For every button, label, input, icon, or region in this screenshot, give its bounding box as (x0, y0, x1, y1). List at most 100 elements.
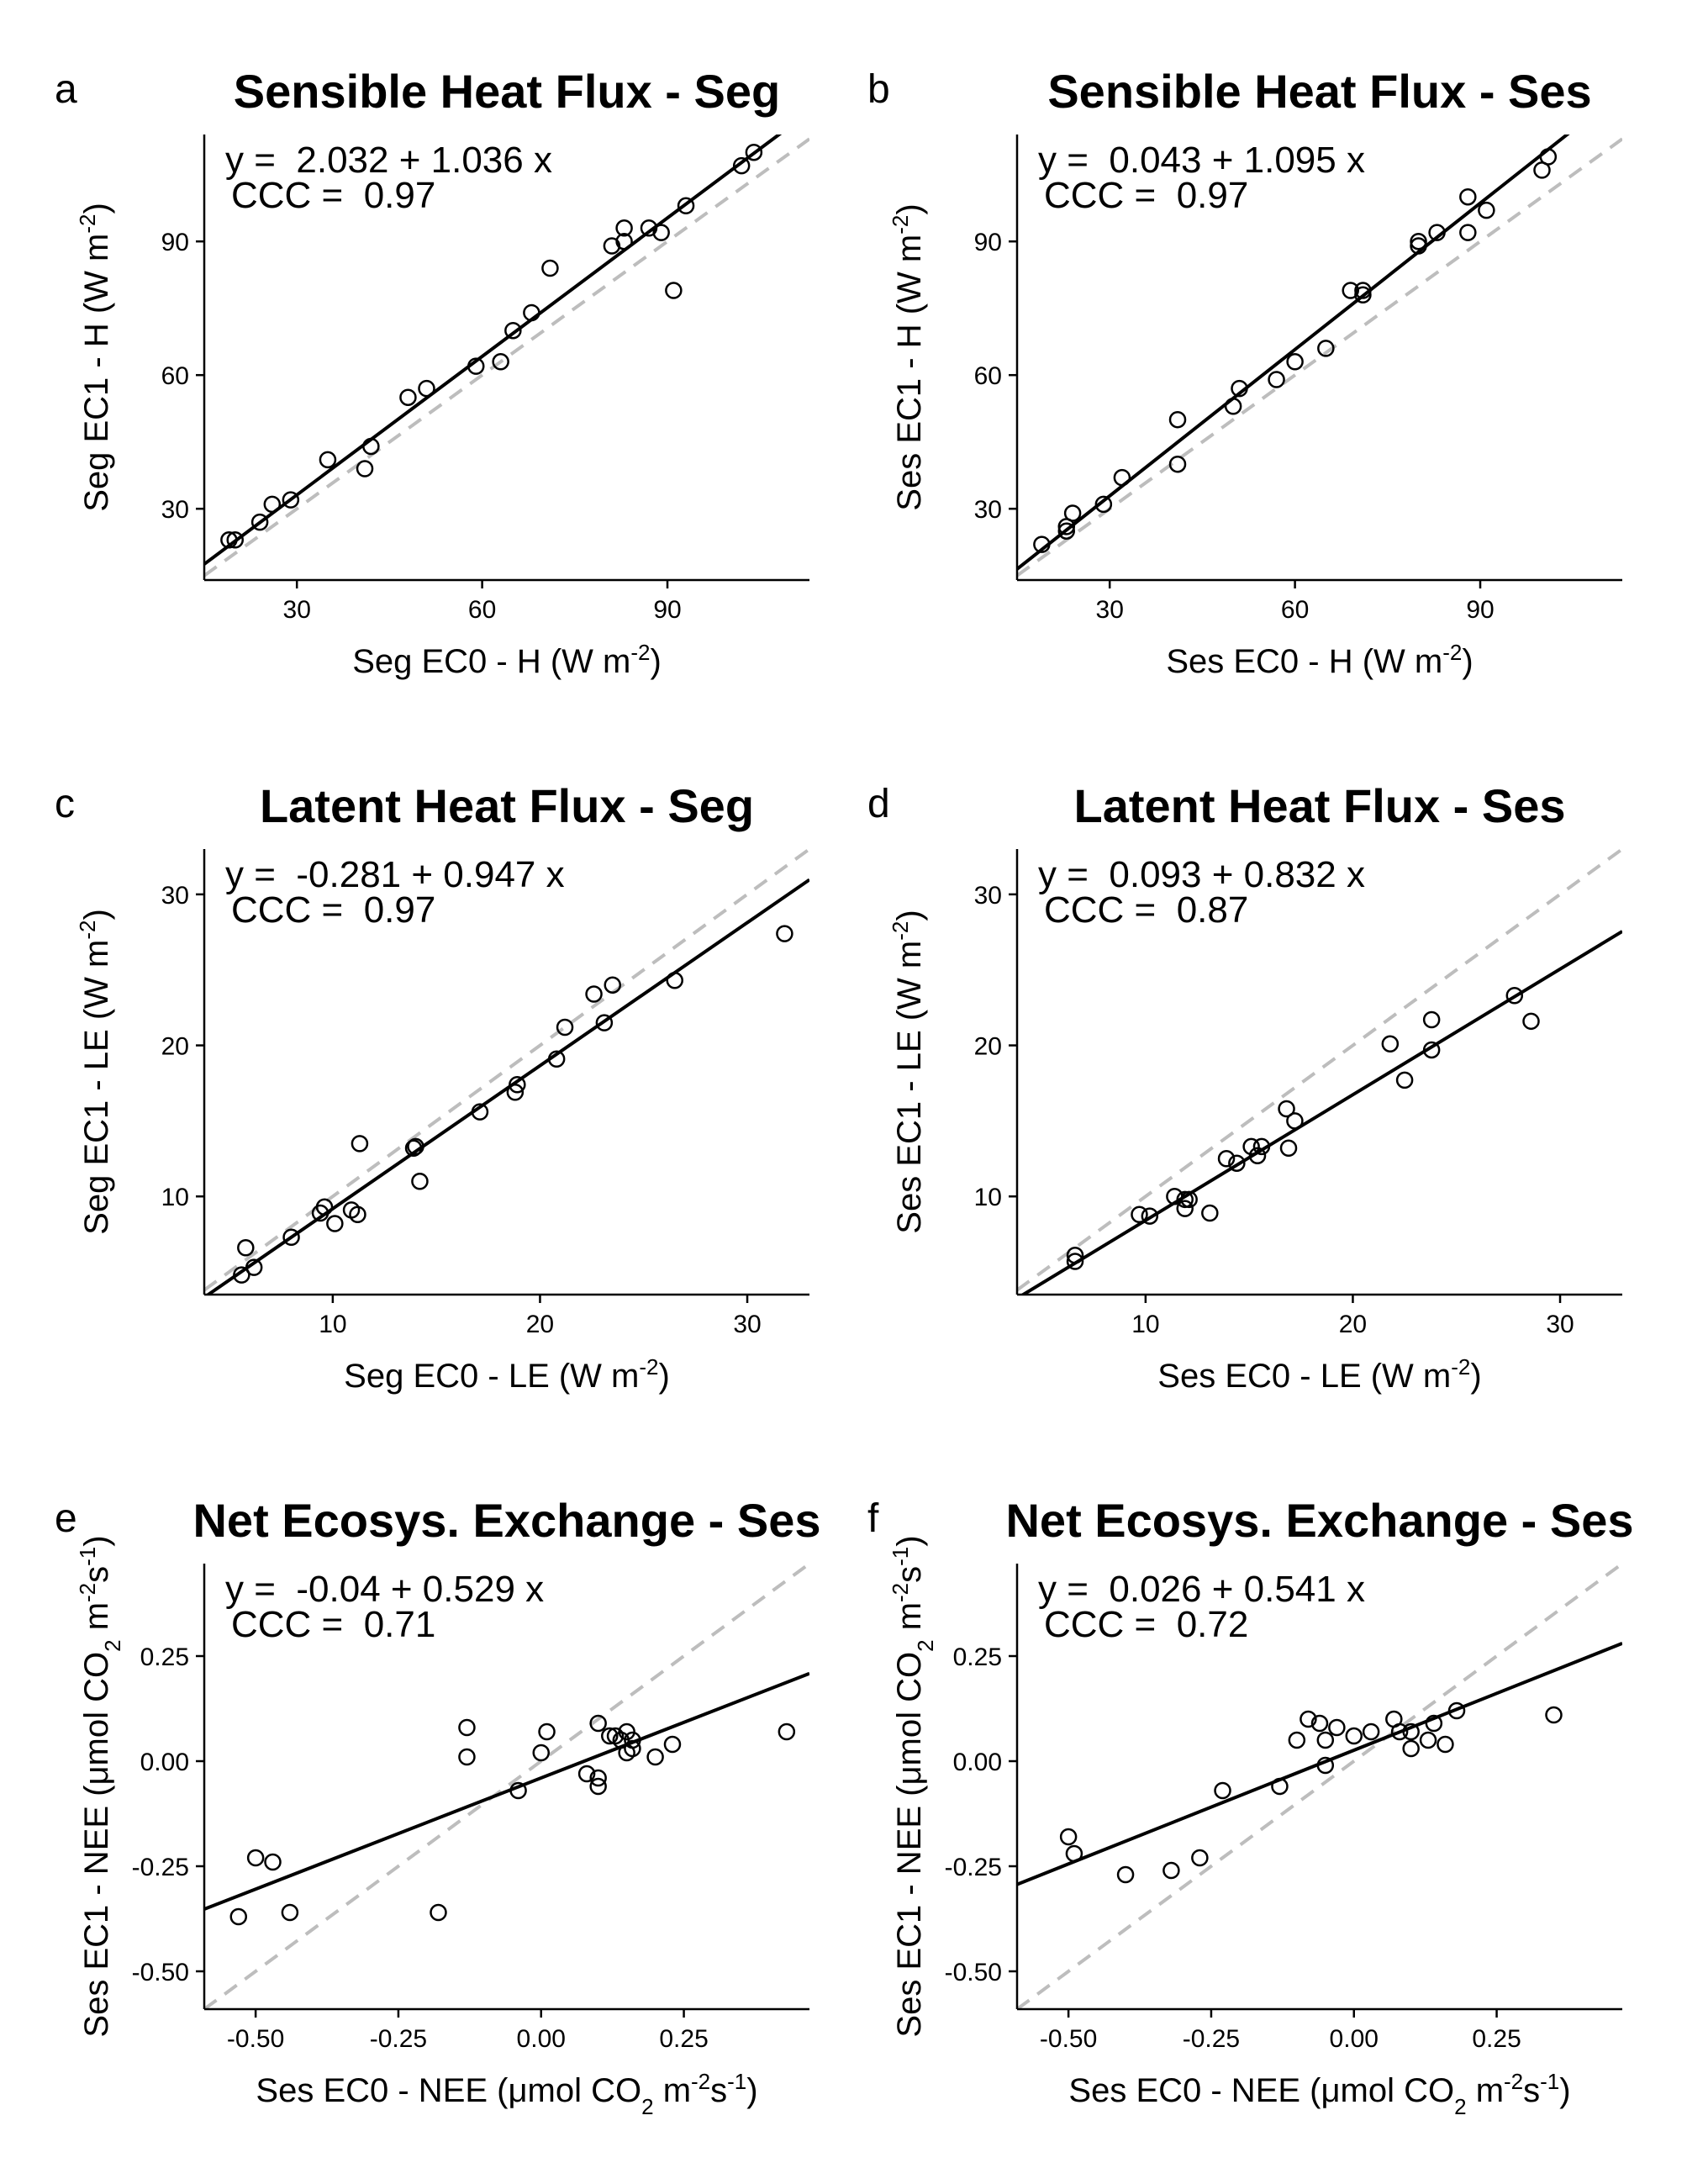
y-axis-label: Ses EC1 - NEE (μmol CO2 m-2s-1) (888, 1535, 938, 2037)
data-point (624, 1739, 641, 1758)
data-point (282, 1228, 300, 1246)
data-point (1063, 504, 1082, 522)
data-point (1214, 1781, 1231, 1800)
fit-line (1017, 1642, 1622, 1886)
data-point (1176, 1190, 1194, 1209)
data-point (1354, 286, 1372, 304)
x-tick-label: -0.25 (370, 2025, 427, 2053)
data-point (1410, 232, 1427, 251)
x-tick-label: -0.50 (1040, 2025, 1097, 2053)
fit-line (204, 135, 783, 566)
data-point (624, 1731, 641, 1749)
data-point (1059, 1828, 1078, 1846)
data-point (229, 1907, 248, 1926)
data-point (1395, 1071, 1414, 1089)
data-point (1201, 1204, 1219, 1222)
data-point (1248, 1147, 1267, 1164)
panel-a: Sensible Heat Flux - Seg a 30 60 90 30 60 90 y =… (55, 65, 809, 680)
data-point (1459, 187, 1477, 206)
panel-letter: b (867, 67, 890, 112)
x-tick-label: 10 (319, 1311, 346, 1338)
data-point (1162, 1861, 1180, 1880)
chart-title: Net Ecosys. Exchange - Ses (1005, 1494, 1633, 1547)
y-tick-label: -0.25 (945, 1854, 1002, 1881)
data-point (471, 1103, 489, 1121)
chart-title: Latent Heat Flux - Ses (1073, 779, 1565, 832)
data-point (430, 1903, 447, 1922)
fit-line (204, 1671, 809, 1911)
data-point (1402, 1739, 1420, 1758)
data-point (1317, 340, 1335, 357)
x-tick-label: 90 (1466, 596, 1494, 624)
data-point (1288, 1731, 1306, 1749)
data-point (1300, 1710, 1317, 1728)
data-point (547, 1050, 566, 1068)
chart-title: Latent Heat Flux - Seg (260, 779, 754, 832)
data-point (666, 972, 683, 989)
data-point (264, 1853, 282, 1871)
data-point (1168, 455, 1187, 473)
data-point (1057, 522, 1076, 540)
data-point (652, 224, 670, 241)
data-point (776, 925, 793, 942)
data-point (1478, 201, 1495, 219)
data-point (663, 1735, 682, 1754)
panel-letter: e (55, 1496, 77, 1541)
data-point (349, 1205, 366, 1224)
data-point (556, 1018, 574, 1037)
y-axis-label: Ses EC1 - LE (W m-2) (888, 910, 928, 1233)
y-tick-label: 60 (974, 362, 1002, 390)
x-tick-label: 0.00 (1330, 2025, 1379, 2053)
x-tick-label: 60 (468, 596, 496, 624)
data-point (589, 1714, 607, 1733)
x-tick-label: 20 (1339, 1311, 1367, 1338)
panel-letter: f (867, 1496, 879, 1541)
data-point (1180, 1190, 1198, 1209)
data-point (604, 976, 622, 994)
fit-equation: y = 0.026 + 0.541 x (1038, 1569, 1365, 1610)
data-point (732, 156, 751, 175)
data-point (506, 1084, 525, 1101)
y-tick-label: 10 (974, 1184, 1002, 1211)
data-point (504, 321, 522, 340)
data-point (233, 1266, 250, 1284)
data-point (1505, 987, 1524, 1005)
panel-d: Latent Heat Flux - Ses d 10 20 30 10 20 30 y = 0… (867, 779, 1622, 1395)
y-axis-label: Ses EC1 - NEE (μmol CO2 m-2s-1) (75, 1535, 125, 2037)
x-tick-label: 20 (526, 1311, 554, 1338)
x-axis-label: Ses EC0 - NEE (μmol CO2 m-2s-1) (1068, 2069, 1570, 2119)
panel-letter: a (55, 67, 77, 112)
data-point (1310, 1714, 1329, 1733)
data-point (1252, 1137, 1271, 1156)
data-point (1113, 468, 1131, 487)
fit-equation: y = 2.032 + 1.036 x (225, 140, 552, 181)
data-point (1381, 1035, 1400, 1053)
fit-line (1017, 135, 1570, 571)
panel-f: Net Ecosys. Exchange - Ses f -0.50 -0.25 0.0… (867, 1494, 1634, 2119)
y-axis-label: Seg EC1 - LE (W m-2) (75, 909, 115, 1235)
data-point (282, 491, 300, 509)
data-point (646, 1748, 664, 1766)
data-point (589, 1777, 607, 1796)
y-tick-label: 60 (161, 362, 189, 390)
y-tick-label: 90 (974, 229, 1002, 256)
data-point (1279, 1139, 1298, 1157)
data-point (1390, 1722, 1409, 1741)
data-point (1362, 1722, 1380, 1741)
data-point (250, 513, 269, 531)
x-axis-label: Seg EC0 - H (W m-2) (352, 640, 662, 680)
data-point (1168, 410, 1187, 429)
data-point (1217, 1150, 1236, 1168)
fit-equation: y = 0.043 + 1.095 x (1038, 140, 1365, 181)
x-tick-label: 0.25 (1472, 2025, 1521, 2053)
ccc-value: CCC = 0.71 (231, 1604, 435, 1645)
ccc-value: CCC = 0.87 (1044, 889, 1248, 931)
data-point (577, 1765, 596, 1783)
data-point (595, 1014, 614, 1031)
data-point (1066, 1247, 1084, 1264)
x-tick-label: 90 (653, 596, 681, 624)
data-point (1286, 353, 1304, 371)
data-point (263, 495, 282, 514)
data-point (362, 437, 380, 456)
data-point (1539, 148, 1558, 166)
